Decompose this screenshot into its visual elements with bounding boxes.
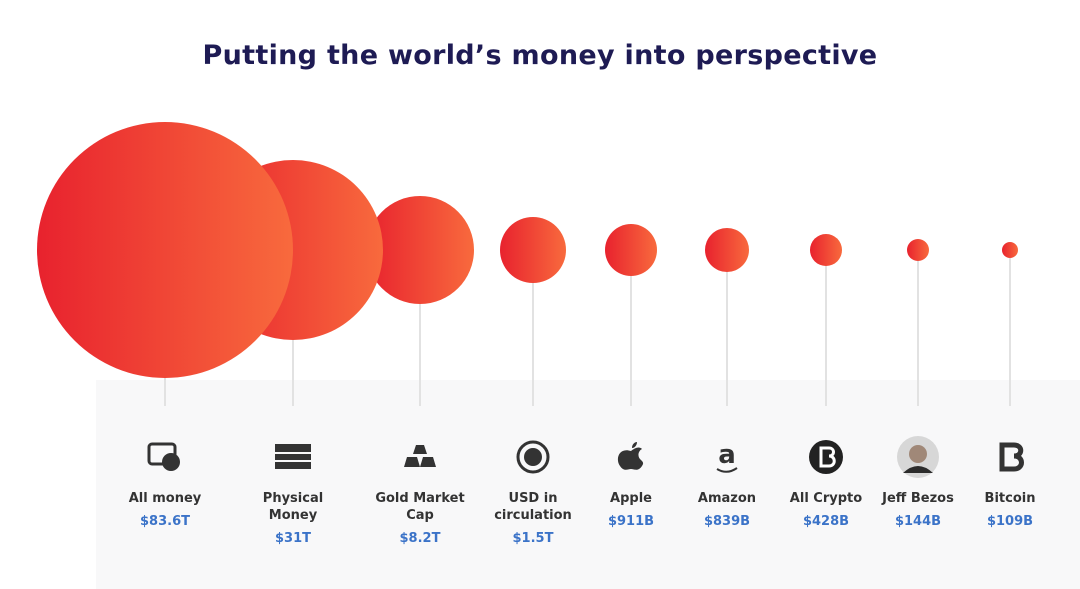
icon-part: [999, 442, 1024, 472]
icon-part: [162, 453, 180, 471]
item-label: All money $83.6T: [115, 490, 215, 530]
icon-part: [903, 466, 933, 473]
icon-part: a: [718, 440, 736, 470]
bubble: [500, 217, 566, 283]
icon-part: [617, 442, 644, 470]
icon-part: [275, 454, 311, 460]
icon: a: [716, 440, 738, 473]
label: Amazon: [697, 491, 757, 506]
icon: [404, 445, 436, 467]
item-label: Physical Money $31T: [258, 490, 328, 547]
icon-part: [275, 444, 311, 452]
icon: [516, 440, 550, 474]
bubble: [1002, 242, 1018, 258]
icon: [275, 444, 311, 469]
label: All Crypto: [789, 491, 863, 506]
icon: [897, 436, 939, 478]
item-label: Amazon $839B: [687, 490, 767, 530]
icon: [999, 442, 1024, 472]
amount: $31T: [274, 531, 311, 546]
bubble: [705, 228, 749, 272]
bubble: [605, 224, 657, 276]
amount: $428B: [802, 514, 850, 529]
label: All money: [128, 491, 202, 506]
icon-part: [716, 467, 738, 473]
icon-part: [275, 462, 311, 469]
item-label: Apple $911B: [591, 490, 671, 530]
icon-part: [404, 445, 436, 467]
item-label: Gold Market Cap $8.2T: [370, 490, 470, 547]
icon-part: [524, 448, 542, 466]
title: Putting the world’s money into perspecti…: [202, 40, 878, 71]
bubble: [810, 234, 842, 266]
amount: $839B: [703, 514, 751, 529]
label: Jeff Bezos: [882, 491, 954, 506]
bubble: [37, 122, 293, 378]
amount: $109B: [986, 514, 1034, 529]
amount: $8.2T: [399, 531, 441, 546]
item-label: Bitcoin $109B: [970, 490, 1050, 530]
panel: [96, 380, 1080, 589]
amount: $911B: [607, 514, 655, 529]
label: USD in circulation: [494, 491, 572, 523]
icon-part: [809, 440, 843, 474]
label: Apple: [610, 491, 652, 506]
icon: [147, 442, 180, 471]
bubble: [907, 239, 929, 261]
label: Physical Money: [262, 491, 324, 523]
amount: $83.6T: [140, 514, 190, 529]
icon: [809, 440, 843, 474]
icon: [617, 442, 644, 470]
icon-part: [516, 440, 550, 474]
label: Gold Market Cap: [375, 491, 465, 523]
item-label: All Crypto $428B: [786, 490, 866, 530]
amount: $1.5T: [512, 531, 554, 546]
label: Bitcoin: [984, 491, 1036, 506]
icon-part: [909, 445, 927, 463]
item-label: Jeff Bezos $144B: [878, 490, 958, 530]
amount: $144B: [894, 514, 942, 529]
bubble: [366, 196, 474, 304]
item-label: USD in circulation $1.5T: [488, 490, 578, 547]
icon-part: [819, 446, 836, 468]
